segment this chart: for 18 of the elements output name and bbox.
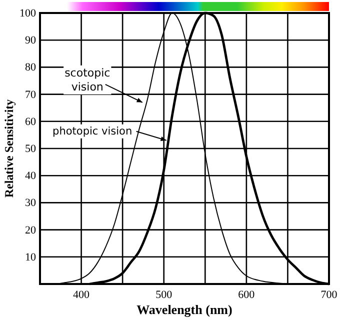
y-tick-label: 60 [25,116,36,128]
x-tick-label: 600 [238,288,256,301]
y-tick-label: 70 [25,88,36,101]
x-tick-label: 500 [156,288,173,301]
y-axis-title: Relative Sensitivity [2,99,16,198]
y-tick-label: 80 [25,62,36,74]
annotation: scotopic vision [64,66,110,94]
y-tick-label: 20 [25,224,36,236]
x-tick-label: 400 [73,288,90,301]
annotation: photopic vision [52,125,132,138]
y-tick-label: 10 [25,251,36,264]
y-tick-label: 90 [25,34,36,47]
y-tick-label: 50 [25,143,36,156]
x-axis-title: Wavelength (nm) [136,302,232,317]
y-tick-label: 30 [25,197,36,210]
x-tick-label: 700 [320,288,338,301]
y-tick-label: 100 [20,8,36,20]
y-tick-label: 40 [25,170,36,182]
